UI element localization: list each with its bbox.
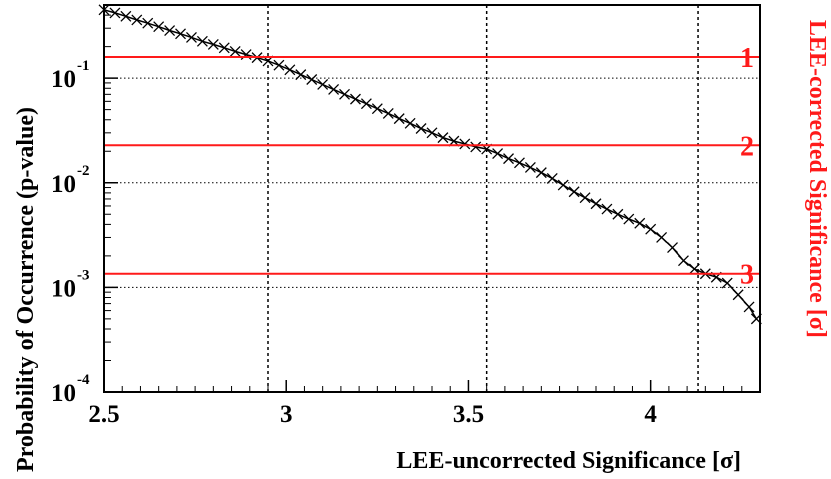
data-point [721,277,733,289]
x-tick-label: 3 [280,401,293,428]
x-tick-label: 2.5 [88,401,119,428]
data-point [678,255,689,267]
x-tick-label: 3.5 [453,401,484,428]
lee-corrected-lines [104,56,760,275]
data-point [284,64,296,76]
y-tick-exponent: -4 [77,372,90,388]
data-point [568,186,580,198]
y-tick-base: 10 [51,275,76,302]
data-point [470,141,482,153]
data-point [415,123,427,134]
data-point [524,162,536,173]
data-point [207,38,219,50]
data-point [557,179,569,191]
data-point [514,157,525,169]
data-point [229,45,241,57]
y-tick-exponent: -2 [77,163,90,179]
y-tick-base: 10 [51,380,76,407]
data-point [667,242,678,254]
data-point [317,78,329,90]
data-point [175,28,186,40]
data-point [218,42,230,54]
plot-frame [103,4,761,393]
x-tick-label: 4 [644,401,657,428]
y-tick-exponent: -3 [77,267,90,283]
data-point [634,217,646,229]
data-point [153,21,165,33]
data-point [382,107,394,119]
data-point [426,127,438,139]
data-point [645,223,657,235]
data-point [503,153,514,165]
x-axis-title: LEE-uncorrected Significance [σ] [396,448,741,474]
axis-ticks [103,4,761,393]
data-point [579,192,591,204]
data-point [328,83,340,95]
data-point [131,14,143,26]
grid-lines [104,5,760,392]
data-point [459,138,471,150]
data-point [295,69,307,81]
y-tick-base: 10 [51,66,76,93]
data-point [732,289,744,301]
y-tick-exponent: -1 [77,58,90,74]
data-point [656,231,668,243]
y-tick-base: 10 [51,171,76,198]
right-axis-title: LEE-corrected Significance [σ] [804,20,830,338]
data-point [109,7,121,19]
data-point [306,74,318,85]
data-series [98,4,762,325]
data-point [273,59,285,71]
data-point [142,17,154,29]
data-point [164,25,176,37]
data-point [120,10,132,22]
data-point [743,301,755,313]
y-axis-title: Probability of Occurrence (p-value) [13,107,39,472]
data-point [196,35,208,47]
right-tick-label: 1 [740,43,754,74]
data-point [612,208,624,220]
data-point [404,117,416,129]
data-point [535,167,547,179]
data-point [186,31,197,43]
data-point [590,198,602,210]
data-point [393,113,405,125]
data-point [350,93,361,105]
right-tick-label: 2 [740,131,754,162]
data-point [546,172,558,184]
data-point [601,203,613,215]
data-point [371,103,383,115]
data-point [437,132,449,144]
data-point [360,98,372,110]
right-tick-label: 3 [740,260,754,291]
data-point [339,88,350,100]
data-point [623,213,635,225]
data-point [492,148,504,160]
data-point [688,263,700,275]
